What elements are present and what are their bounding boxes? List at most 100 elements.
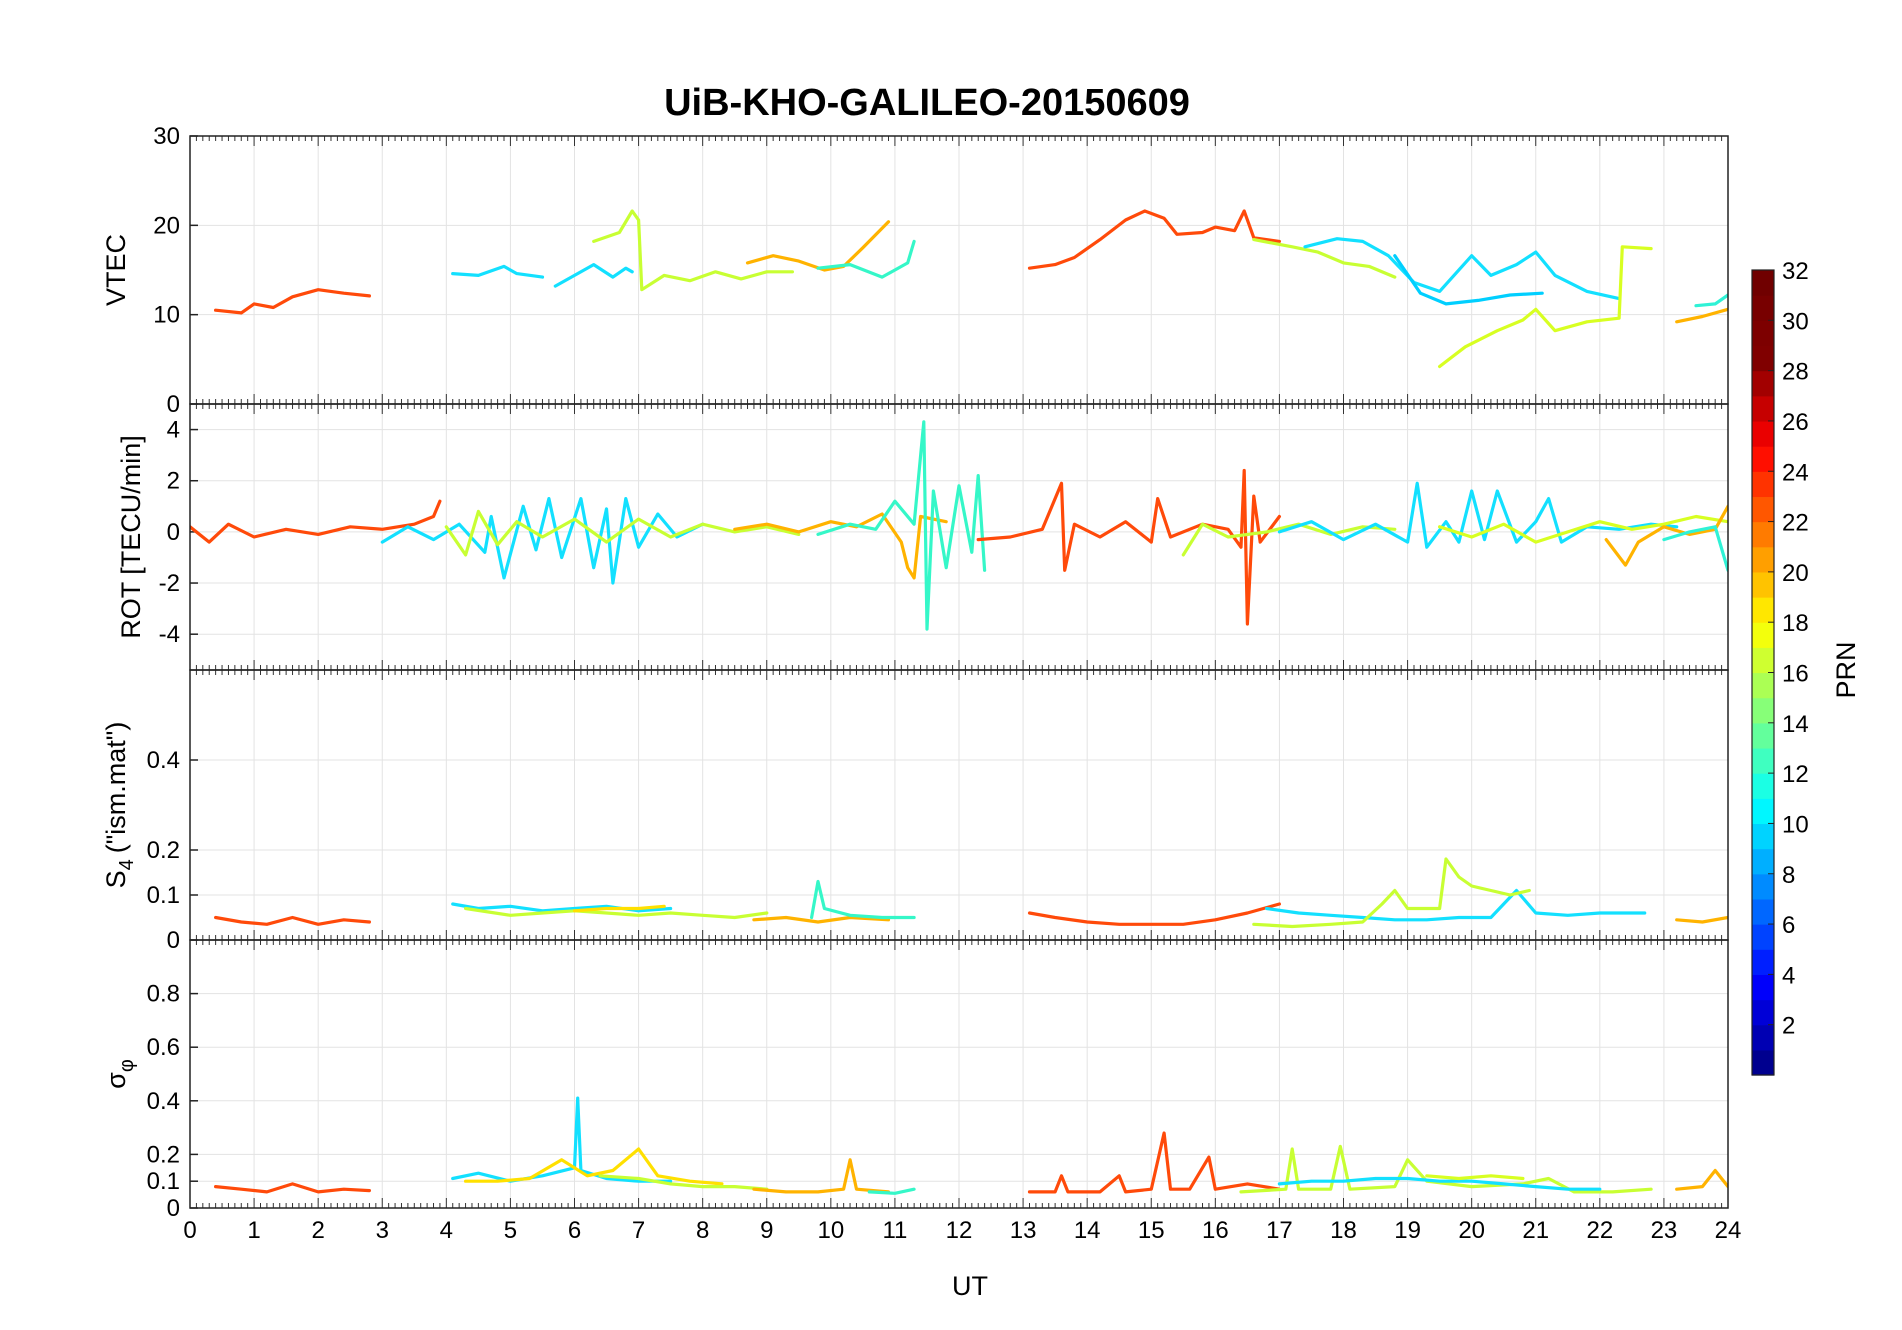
x-tick-label: 0 <box>183 1217 196 1244</box>
series-line-prn-18 <box>1239 1144 1653 1194</box>
y-axis-label-s4: S4("ism.mat") <box>101 722 138 889</box>
series-line-prn-25 <box>976 468 1281 626</box>
x-tick-label: 8 <box>696 1217 709 1244</box>
x-tick-label: 5 <box>504 1217 517 1244</box>
series-line-prn-22 <box>752 1158 891 1194</box>
series-line-prn-14 <box>816 239 916 279</box>
colorbar-swatch <box>1752 999 1774 1026</box>
series-line-prn-22 <box>733 512 948 580</box>
y-tick-label: -2 <box>159 570 180 597</box>
series-line-prn-12 <box>451 264 545 279</box>
series-line-prn-25 <box>190 499 442 544</box>
series-group <box>214 1096 1728 1195</box>
y-tick-label: 0.4 <box>147 747 180 774</box>
x-tick-label: 2 <box>311 1217 324 1244</box>
x-tick-label: 18 <box>1330 1217 1357 1244</box>
colorbar-tick-label: 24 <box>1782 459 1809 486</box>
series-line-prn-25 <box>214 288 371 315</box>
series-line-prn-18 <box>592 209 794 292</box>
colorbar-swatch <box>1752 420 1774 447</box>
colorbar-swatch <box>1752 1049 1774 1076</box>
colorbar-swatch <box>1752 1024 1774 1051</box>
series-line-prn-15 <box>1662 525 1728 572</box>
colorbar-swatch <box>1752 974 1774 1001</box>
series-line-prn-12 <box>451 1096 673 1183</box>
colorbar-swatch <box>1752 722 1774 749</box>
series-line-prn-14 <box>816 420 987 631</box>
colorbar-swatch <box>1752 320 1774 347</box>
panel-sigma_phi: 00.10.2 0.4 0.6 0.8 σφ <box>101 939 1729 1222</box>
series-line-prn-20 <box>464 1147 724 1186</box>
colorbar-swatch <box>1752 370 1774 397</box>
y-tick-label: 0 <box>167 1195 180 1222</box>
y-tick-label: 20 <box>153 212 180 239</box>
series-line-prn-22 <box>1675 1168 1728 1191</box>
colorbar-swatch <box>1752 823 1774 850</box>
x-tick-label: 13 <box>1010 1217 1037 1244</box>
series-line-prn-19 <box>1438 514 1728 544</box>
series-line-prn-22 <box>745 220 891 272</box>
y-tick-label: 4 <box>167 417 180 444</box>
series-line-prn-12 <box>553 263 634 288</box>
x-tick-label: 12 <box>946 1217 973 1244</box>
x-axis-ticks: 0 1 2 3 4 5 6 7 8 9 10 11 12 13 14 15 16 17 18 19 20 21 22 23 24 <box>183 1217 1741 1244</box>
y-tick-label: 30 <box>153 123 180 150</box>
colorbar-swatch <box>1752 747 1774 774</box>
x-tick-label: 16 <box>1202 1217 1229 1244</box>
colorbar-swatch <box>1752 521 1774 548</box>
x-tick-label: 11 <box>882 1217 907 1244</box>
series-line-prn-15 <box>1694 293 1728 308</box>
series-line-prn-25 <box>214 915 371 926</box>
series-line-prn-22 <box>1675 915 1728 924</box>
y-tick-label: 2 <box>167 468 180 495</box>
series-line-prn-25 <box>1027 902 1281 926</box>
series-line-prn-25 <box>214 1182 371 1194</box>
series-line-prn-18 <box>1252 238 1397 279</box>
colorbar-swatch <box>1752 571 1774 598</box>
colorbar-swatch <box>1752 395 1774 422</box>
y-tick-label: 0 <box>167 519 180 546</box>
colorbar-swatch <box>1752 496 1774 523</box>
chart-title: UiB-KHO-GALILEO-20150609 <box>664 82 1190 124</box>
colorbar-swatch <box>1752 672 1774 699</box>
colorbar-tick-label: 8 <box>1782 862 1795 889</box>
series-line-prn-12 <box>380 497 705 585</box>
colorbar-tick-label: 4 <box>1782 962 1795 989</box>
x-tick-label: 10 <box>817 1217 844 1244</box>
colorbar-swatch <box>1752 898 1774 925</box>
series-line-prn-25 <box>1027 1131 1281 1194</box>
series-line-prn-14 <box>867 1187 916 1195</box>
x-tick-label: 6 <box>568 1217 581 1244</box>
series-line-prn-25 <box>1027 209 1281 270</box>
y-tick-label: 0.6 <box>147 1034 180 1061</box>
colorbar-tick-label: 26 <box>1782 409 1809 436</box>
series-line-prn-18 <box>444 509 801 557</box>
x-tick-label: 7 <box>632 1217 645 1244</box>
colorbar-swatch <box>1752 924 1774 950</box>
x-tick-label: 17 <box>1266 1217 1293 1244</box>
series-line-prn-20 <box>572 904 666 913</box>
series-line-prn-22 <box>1675 307 1728 324</box>
series-line-prn-19 <box>1425 1174 1525 1181</box>
colorbar-label: PRN <box>1831 641 1861 698</box>
panel-vtec: 0 10 20 30 VTEC <box>101 123 1729 418</box>
series-line-prn-12 <box>1265 888 1647 922</box>
series-group <box>214 857 1728 929</box>
y-tick-label: 0.2 <box>147 1141 180 1168</box>
x-tick-label: 19 <box>1394 1217 1421 1244</box>
colorbar-swatch <box>1752 647 1774 674</box>
x-tick-label: 4 <box>440 1217 453 1244</box>
series-group <box>214 209 1728 369</box>
y-tick-label: 0.2 <box>147 837 180 864</box>
y-axis-label-vtec: VTEC <box>101 234 131 306</box>
colorbar-swatch <box>1752 471 1774 498</box>
y-tick-label: 0.8 <box>147 981 180 1008</box>
colorbar-swatch <box>1752 873 1774 900</box>
colorbar-swatch <box>1752 270 1774 296</box>
y-axis-label-rot: ROT [TECU/min] <box>116 435 146 639</box>
colorbar-swatch <box>1752 546 1774 573</box>
colorbar-swatch <box>1752 446 1774 472</box>
series-line-prn-12 <box>1277 481 1679 549</box>
